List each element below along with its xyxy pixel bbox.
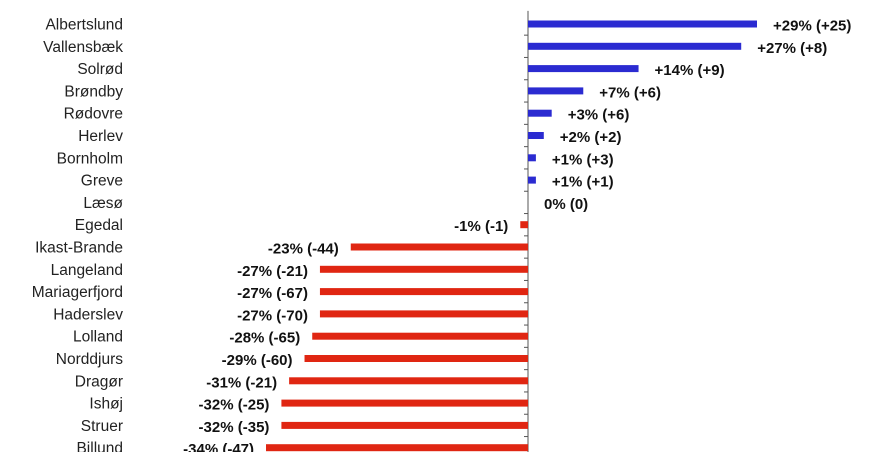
axis <box>524 10 529 452</box>
bar-herlev <box>528 132 544 139</box>
bar-drag-r <box>289 377 528 385</box>
category-labels: Albertslund Vallensbæk Solrød Brøndby Rødovr… <box>32 17 124 452</box>
data-label: -27% (-67) <box>237 285 308 302</box>
category-label: Herlev <box>78 128 123 145</box>
bars <box>266 20 757 452</box>
data-label: -1% (-1) <box>454 218 508 235</box>
data-label: -34% (-47) <box>183 441 254 452</box>
data-label: -28% (-65) <box>229 330 300 347</box>
category-label: Norddjurs <box>56 351 123 368</box>
category-label: Langeland <box>51 262 123 279</box>
bar-egedal <box>520 221 528 229</box>
bar-r-dovre <box>528 109 552 117</box>
data-label: +2% (+2) <box>560 129 622 146</box>
bar-langeland <box>319 265 528 273</box>
category-label: Ikast-Brande <box>35 240 123 257</box>
data-label: -32% (-25) <box>199 397 270 414</box>
category-label: Ishøj <box>89 396 123 413</box>
data-label: +7% (+6) <box>599 84 661 101</box>
data-label: -23% (-44) <box>268 241 339 258</box>
category-label: Billund <box>76 440 123 452</box>
data-label: -32% (-35) <box>199 419 270 436</box>
data-label: +29% (+25) <box>773 18 851 35</box>
data-label: +1% (+1) <box>552 174 614 191</box>
category-label: Haderslev <box>53 306 123 323</box>
data-label: -27% (-21) <box>237 263 308 280</box>
category-label: Vallensbæk <box>43 39 123 56</box>
category-label: Solrød <box>77 61 123 78</box>
bar-billund <box>266 444 528 452</box>
category-label: Lolland <box>73 329 123 346</box>
category-label: Struer <box>81 418 123 435</box>
data-label: -27% (-70) <box>237 307 308 324</box>
data-labels: +29% (+25) +27% (+8) +14% (+9) +7% (+6) +3% … <box>183 18 851 452</box>
bar-struer <box>281 421 528 429</box>
data-label: +14% (+9) <box>655 62 725 79</box>
bar-ikast-brande <box>350 243 528 251</box>
bar-albertslund <box>528 20 757 28</box>
bar-bornholm <box>528 154 536 162</box>
category-label: Mariagerfjord <box>32 284 123 301</box>
bar-vallensb-k <box>528 42 742 50</box>
data-label: -31% (-21) <box>206 374 277 391</box>
bar-lolland <box>312 332 528 340</box>
bar-greve <box>528 176 536 184</box>
bar-norddjurs <box>304 355 528 362</box>
bar-ish-j <box>281 399 528 407</box>
bar-br-ndby <box>528 87 584 95</box>
data-label: +1% (+3) <box>552 151 614 168</box>
category-label: Greve <box>81 173 123 190</box>
category-label: Bornholm <box>57 150 123 167</box>
data-label: +3% (+6) <box>568 107 630 124</box>
bar-haderslev <box>319 310 528 318</box>
category-label: Læsø <box>83 195 123 212</box>
category-label: Egedal <box>75 217 123 234</box>
bar-solr-d <box>528 65 639 73</box>
bar-mariagerfjord <box>319 288 528 296</box>
category-label: Brøndby <box>64 83 123 100</box>
category-label: Rødovre <box>64 106 123 123</box>
data-label: -29% (-60) <box>222 352 293 369</box>
category-label: Albertslund <box>45 17 123 34</box>
category-label: Dragør <box>75 373 123 390</box>
data-label: +27% (+8) <box>757 40 827 57</box>
data-label: 0% (0) <box>544 196 588 213</box>
